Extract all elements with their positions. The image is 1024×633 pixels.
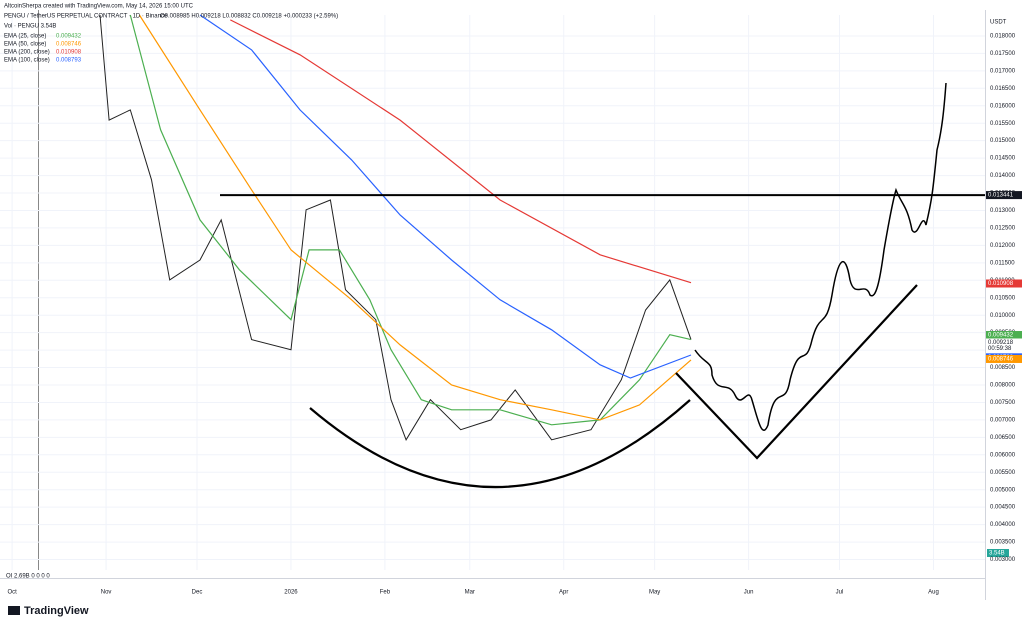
y-tick-label: 0.016500 [990,86,1016,92]
legend-name: EMA (100, close) [4,58,50,64]
y-tick-label: 0.011500 [990,260,1015,266]
y-tick-label: 0.015500 [990,121,1016,127]
x-tick-label: Nov [101,590,112,596]
price-badge [986,338,1022,353]
y-tick-label: 0.005000 [990,487,1016,493]
y-tick-label: 0.018000 [990,34,1016,40]
legend-value: 0.008793 [56,58,82,64]
grid [0,15,985,570]
volume-badge: 3.54B [989,551,1005,557]
series-line [230,19,692,284]
credit: AltcoinSherpa created with TradingView.c… [4,4,194,10]
x-tick-label: May [649,590,660,596]
price-badge-label: 0.008746 [988,357,1014,363]
y-tick-label: 0.017500 [990,51,1016,57]
volume-legend: Vol · PENGU 3.54B [4,24,56,30]
x-tick-label: Mar [465,590,475,596]
legend-value: 0.008746 [56,42,82,48]
series-line [138,14,692,421]
legend-name: EMA (50, close) [4,42,46,48]
price-badge-label: 0.009432 [988,333,1014,339]
y-tick-label: 0.012500 [990,226,1016,232]
y-tick-label: 0.007500 [990,400,1016,406]
price-badge [986,354,1022,363]
x-tick-label: 2026 [284,590,298,596]
price-badge-label: 0.009218 [988,340,1014,346]
y-tick-label: 0.006500 [990,435,1016,441]
y-tick-label: 0.015000 [990,138,1016,144]
y-tick-label: 0.003500 [990,540,1016,546]
volume-badge-bg [987,549,1009,557]
x-tick-label: Jul [836,590,844,596]
level-badge [986,191,1022,200]
y-tick-label: 0.008000 [990,383,1016,389]
y-tick-label: 0.014500 [990,156,1016,162]
y-tick-label: 0.008500 [990,365,1016,371]
series-line [129,14,692,426]
y-tick-label: 0.003000 [990,557,1016,563]
x-tick-label: Aug [928,590,939,596]
y-tick-label: 0.013000 [990,208,1016,214]
legend-value: 0.009432 [56,34,82,40]
x-tick-label: Dec [192,590,203,596]
x-tick-label: Feb [380,590,391,596]
series-line [99,14,692,441]
brand: TradingView [24,605,89,617]
legend-value: 0.010908 [56,50,82,56]
price-badge [986,331,1022,340]
y-tick-label: 0.012000 [990,243,1016,249]
projection-annotation [694,82,947,431]
x-tick-label: Oct [7,590,17,596]
countdown: 00:59:38 [988,346,1012,352]
y-tick-label: 0.004500 [990,505,1016,511]
y-tick-label: 0.017000 [990,68,1016,74]
level-label: 0.013441 [988,193,1014,199]
price-badge [986,279,1022,288]
x-tick-label: Apr [559,590,568,596]
price-badge-label: 0.010908 [988,281,1014,287]
v-annotation [675,284,918,460]
currency: USDT [990,20,1007,26]
y-tick-label: 0.010500 [990,295,1016,301]
ohlc: O0.008985 H0.009218 L0.008832 C0.009218 … [160,14,338,20]
symbol: PENGU / TetherUS PERPETUAL CONTRACT · 1D… [4,14,168,20]
series-line [199,14,692,379]
open-interest: OI 2.69B 0 0 0 0 [6,574,50,580]
x-tick-label: Jun [744,590,754,596]
legend-name: EMA (25, close) [4,34,46,40]
y-tick-label: 0.004000 [990,522,1016,528]
y-tick-label: 0.007000 [990,417,1016,423]
y-tick-label: 0.010000 [990,313,1016,319]
y-tick-label: 0.005500 [990,470,1016,476]
y-tick-label: 0.006000 [990,452,1016,458]
y-tick-label: 0.014000 [990,173,1016,179]
y-tick-label: 0.016000 [990,103,1016,109]
plot [99,14,985,441]
cup-annotation [309,399,691,489]
brand-logo [8,606,20,615]
legend-name: EMA (200, close) [4,50,50,56]
